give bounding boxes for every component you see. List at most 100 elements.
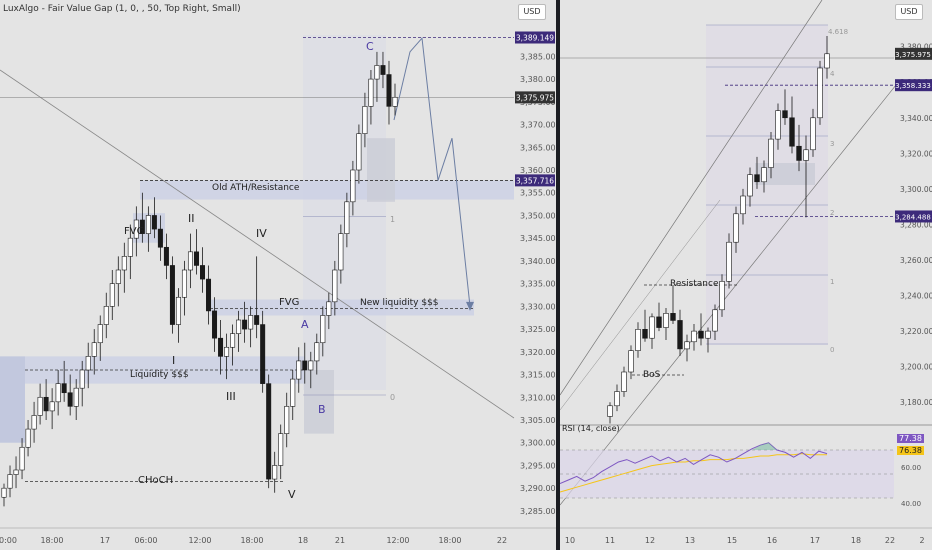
currency-button[interactable]: USD xyxy=(518,4,546,20)
candle-body xyxy=(193,251,199,266)
right-chart-panel[interactable]: 3,380.0003,360.0003,340.0003,320.0003,30… xyxy=(560,0,932,550)
candle-body xyxy=(817,67,823,119)
candle-body xyxy=(824,53,830,69)
x-axis-tick: 17 xyxy=(810,536,820,545)
candle-body xyxy=(775,110,781,140)
candle-body xyxy=(290,378,296,407)
candle-body xyxy=(712,309,718,332)
fib-2-label: 2 xyxy=(830,209,835,217)
y-axis-tick: 3,370.000 xyxy=(520,121,556,130)
price-badge-text: 3,284.488 xyxy=(895,213,931,221)
fvg-zone-new-liquidity xyxy=(210,299,474,316)
candle-body xyxy=(670,313,676,321)
candle-body xyxy=(151,215,157,230)
y-axis-tick: 3,260.000 xyxy=(900,256,932,265)
candle-body xyxy=(242,319,248,330)
candle-body xyxy=(656,316,662,328)
candle-body xyxy=(350,169,356,203)
fib-3-label: 3 xyxy=(830,140,835,148)
y-axis-tick: 3,330.000 xyxy=(520,302,556,311)
channel-upper xyxy=(560,0,823,396)
y-axis-tick: 3,345.000 xyxy=(520,234,556,243)
candle-body xyxy=(121,256,127,271)
y-axis-tick: 3,355.000 xyxy=(520,189,556,198)
fvg-zone-right xyxy=(755,163,815,185)
candle-body xyxy=(698,330,704,339)
price-badge xyxy=(895,210,932,223)
x-axis-tick: 12:00 xyxy=(188,536,211,545)
y-axis-tick: 3,340.000 xyxy=(900,114,932,123)
liquidity-label: Liquidity $$$ xyxy=(130,370,189,380)
candle-body xyxy=(607,405,613,417)
price-badge-text: 3,389.149 xyxy=(516,34,554,43)
projection-path xyxy=(393,37,471,307)
candle-body xyxy=(7,474,13,489)
left-chart-canvas[interactable]: 3,385.0003,380.0003,375.0003,370.0003,36… xyxy=(0,0,556,550)
x-axis-tick: 22 xyxy=(885,536,895,545)
x-axis-tick: 18:00 xyxy=(438,536,461,545)
candle-body xyxy=(320,315,326,344)
fib-0-right-label: 0 xyxy=(830,346,835,354)
candle-body xyxy=(754,174,760,183)
price-badge xyxy=(515,31,555,44)
x-axis-tick: 18 xyxy=(298,536,308,545)
candle-body xyxy=(115,269,121,284)
candle-body xyxy=(691,330,697,343)
y-axis-tick: 3,300.000 xyxy=(900,185,932,194)
fvg-zone-resistance xyxy=(140,180,514,200)
candle-body xyxy=(628,350,634,373)
y-axis-tick: 3,320.000 xyxy=(900,149,932,158)
candle-body xyxy=(642,329,648,339)
candle-body xyxy=(296,360,302,380)
candle-body xyxy=(733,213,739,243)
wave-I-label: I xyxy=(172,354,176,367)
price-badge xyxy=(895,47,932,60)
candle-body xyxy=(91,342,97,357)
y-axis-tick: 3,340.000 xyxy=(520,257,556,266)
y-axis-tick: 3,240.000 xyxy=(900,292,932,301)
x-axis-tick: 21 xyxy=(335,536,345,545)
candle-body xyxy=(761,167,767,183)
candle-body xyxy=(614,391,620,407)
fvg-mid-label: FVG xyxy=(279,297,300,308)
x-axis-tick: 18:00 xyxy=(40,536,63,545)
candle-body xyxy=(79,369,85,389)
candle-body xyxy=(380,65,386,75)
candle-body xyxy=(796,145,802,161)
candle-body xyxy=(31,415,37,430)
candle-body xyxy=(338,233,344,271)
candle-body xyxy=(362,106,368,134)
price-badge-text: 3,375.975 xyxy=(895,51,931,59)
candle-body xyxy=(145,215,151,234)
channel-mid xyxy=(560,199,721,411)
candle-body xyxy=(344,201,350,234)
right-chart-canvas[interactable]: 3,380.0003,360.0003,340.0003,320.0003,30… xyxy=(560,0,932,550)
y-axis-tick: 3,200.000 xyxy=(900,363,932,372)
candle-body xyxy=(103,306,109,325)
candle-body xyxy=(308,360,314,371)
candle-body xyxy=(181,269,187,298)
fib-0-label: 0 xyxy=(390,393,396,402)
candle-body xyxy=(649,316,655,339)
candle-body xyxy=(175,296,181,325)
fib-4618-label: 4.618 xyxy=(828,28,849,36)
currency-button-right[interactable]: USD xyxy=(895,4,923,20)
fib-4-label: 4 xyxy=(830,70,835,78)
left-chart-panel[interactable]: 3,385.0003,380.0003,375.0003,370.0003,36… xyxy=(0,0,556,550)
price-badge xyxy=(515,91,555,104)
y-axis-tick: 3,310.000 xyxy=(520,393,556,402)
y-axis-tick: 3,385.000 xyxy=(520,52,556,61)
rsi-title: RSI (14, close) xyxy=(562,424,620,433)
x-axis-tick: 2 xyxy=(919,536,924,545)
rsi-ma-badge: 76.38 xyxy=(897,446,924,455)
candle-body xyxy=(332,269,338,303)
panel-divider[interactable] xyxy=(556,0,560,550)
rsi-level-60: 60.00 xyxy=(901,464,922,472)
candle-body xyxy=(803,149,809,161)
candle-body xyxy=(187,251,193,271)
candle-body xyxy=(254,315,260,325)
candle-body xyxy=(133,219,139,239)
candle-body xyxy=(719,281,725,311)
y-axis-tick: 3,285.000 xyxy=(520,507,556,516)
fvg-left-label: FVG xyxy=(124,226,145,237)
